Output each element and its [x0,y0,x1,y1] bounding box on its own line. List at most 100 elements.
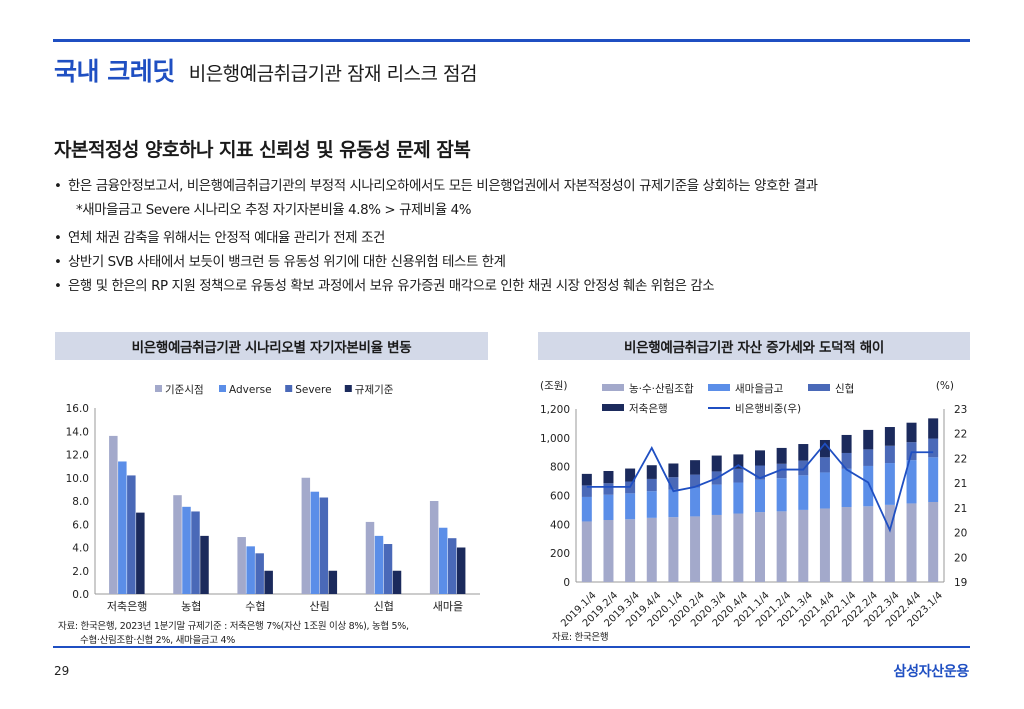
bar-segment [690,474,701,488]
y-tick-label: 200 [550,548,570,560]
bullet-text: 상반기 SVB 사태에서 보듯이 뱅크런 등 유동성 위기에 대한 신용위험 테… [68,255,506,270]
legend-label: 새마을금고 [735,383,784,395]
legend-swatch [155,385,162,392]
y2-tick-label: 23 [954,404,967,416]
bar-segment [798,444,809,461]
left-source-line2: 수협·산림조합·신협 2%, 새마을금고 4% [80,635,235,646]
ratio-line [586,442,934,533]
bar-segment [884,504,895,582]
legend-swatch [808,384,830,391]
bar-segment [603,470,614,484]
page-title: 비은행예금취급기관 잠재 리스크 점검 [188,63,478,85]
bar-segment [755,512,765,582]
bar [447,538,457,594]
bar-segment [603,494,614,521]
bar-segment [928,418,939,439]
bar [456,547,466,594]
bullet-marker: • [54,279,62,294]
bar-segment [863,465,874,507]
y-tick-label: 10.0 [66,473,89,485]
bar-segment [668,463,679,478]
y-tick-label: 16.0 [66,403,89,415]
bar [392,570,402,594]
bar-segment [776,511,787,582]
bullet-item: • 상반기 SVB 사태에서 보듯이 뱅크런 등 유동성 위기에 대한 신용위험 … [54,253,984,277]
y2-tick-label: 20 [954,528,967,540]
bar [255,553,264,594]
bullet-text: 연체 채권 감축을 위해서는 안정적 예대율 관리가 전제 조건 [68,231,385,246]
bullet-item: • 한은 금융안정보고서, 비은행예금취급기관의 부정적 시나리오하에서도 모든 … [54,177,984,201]
bar [374,535,384,594]
section-title: 국내 크레딧 [54,57,175,86]
x-tick-label: 새마을 [433,600,463,613]
bullet-subtext: *새마을금고 Severe 시나리오 추정 자기자본비율 4.8% > 규제비율… [76,203,472,218]
y-axis-unit: (조원) [540,380,568,392]
legend-label: 저축은행 [629,403,668,415]
bar-segment [668,489,679,518]
bar-segment [646,517,657,582]
bar-segment [906,503,917,582]
bar-segment [733,482,744,514]
y2-axis-unit: (%) [936,380,954,392]
bullet-marker: • [54,231,62,246]
asset-growth-chart: (조원) (%) 0 200 400 600 800 1,000 1,200 19 20 20 21 21… [540,380,967,629]
y-tick-label: 8.0 [72,496,89,508]
bar [173,495,182,594]
y2-tick-label: 20 [954,552,967,564]
bar-segment [776,478,787,512]
bar-segment [819,472,830,509]
y-tick-label: 12.0 [66,450,89,462]
right-panel-title: 비은행예금취급기관 자산 증가세와 도덕적 해이 [538,332,970,360]
y-tick-label: 800 [550,462,570,474]
x-tick-label: 수협 [245,600,265,613]
bar-segment [755,479,765,513]
y2-tick-label: 21 [954,478,967,490]
x-tick-label: 신협 [374,600,394,613]
bar [365,521,375,594]
y-tick-label: 1,200 [540,404,570,416]
slide-subtitle: 자본적정성 양호하나 지표 신뢰성 및 유동성 문제 잠복 [54,139,471,161]
y-tick-label: 2.0 [72,566,89,578]
y2-tick-label: 21 [954,503,967,515]
bar-segment [928,438,939,458]
legend-label: 기준시점 [165,384,204,396]
bullet-list: • 한은 금융안정보고서, 비은행예금취급기관의 부정적 시나리오하에서도 모든 … [54,177,984,301]
x-tick-label: 농협 [181,600,201,613]
x-tick-label: 저축은행 [107,600,147,613]
legend-swatch [219,385,226,392]
y-tick-label: 0 [563,577,570,589]
legend-swatch [602,384,624,391]
legend-label: 신협 [835,382,854,395]
bar [429,501,439,594]
bar-segment [819,457,830,473]
bar-segment [733,468,744,483]
bar [200,535,209,594]
y-tick-label: 600 [550,491,570,503]
bar-segment [711,514,722,582]
bullet-marker: • [54,179,62,194]
legend-swatch [344,385,352,392]
bar [438,527,448,594]
bullet-text: 한은 금융안정보고서, 비은행예금취급기관의 부정적 시나리오하에서도 모든 비… [68,179,818,194]
y-tick-label: 14.0 [66,426,89,438]
bar [246,546,255,594]
bar-segment [884,445,895,464]
y-tick-label: 400 [550,519,570,531]
bar-segment [668,517,679,582]
bar [237,537,246,594]
legend-swatch [602,404,624,411]
bar-segment [581,473,592,486]
bar-segment [581,485,592,497]
bar [328,570,338,594]
legend-swatch [285,385,293,392]
brand-logo-text: 삼성자산운용 [893,664,970,680]
bar-segment [776,463,787,479]
y-tick-label: 6.0 [72,519,89,531]
bar-segment [863,506,874,582]
bar-segment [776,447,787,464]
bar [109,435,118,594]
legend-label: 농·수·산림조합 [629,383,694,395]
legend-label: 비은행비중(우) [735,403,801,415]
bar-segment [581,521,592,582]
y-tick-label: 0.0 [72,589,89,601]
